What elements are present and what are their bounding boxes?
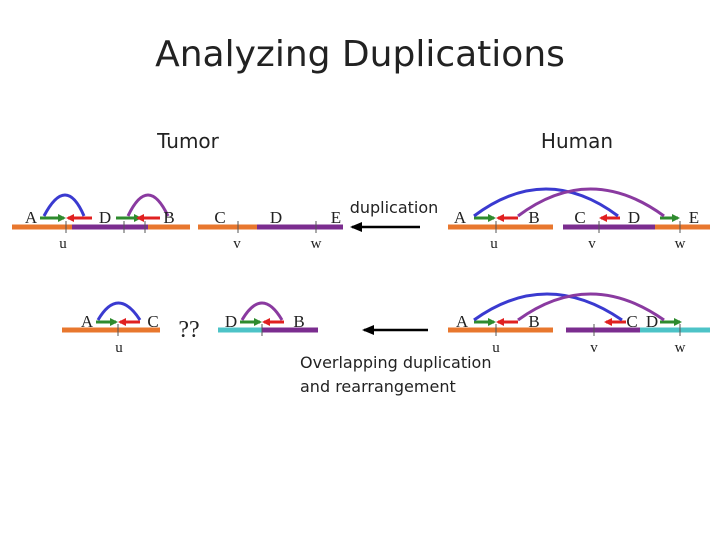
- breakpoint-label-u: u: [115, 340, 123, 356]
- segment-label-C: C: [574, 208, 585, 227]
- breakpoint-label-v: v: [233, 236, 241, 252]
- segment-label-C: C: [214, 208, 225, 227]
- human-genome-top: A B C D E u v w: [448, 187, 710, 252]
- human-genome-bottom: A B C D u v w: [448, 292, 710, 356]
- segment-label-A: A: [25, 208, 38, 227]
- tumor-header: Tumor: [156, 129, 220, 153]
- breakpoint-label-v: v: [588, 236, 596, 252]
- breakpoint-label-w: w: [675, 340, 686, 356]
- segment-label-D: D: [225, 312, 237, 331]
- tumor-genome-bottom: A C u D B: [62, 301, 318, 356]
- segment-label-D: D: [646, 312, 658, 331]
- unknown-mark: ??: [178, 317, 199, 343]
- breakpoint-label-w: w: [675, 236, 686, 252]
- segment-label-E: E: [331, 208, 341, 227]
- overlap-caption-line2: and rearrangement: [300, 377, 456, 396]
- human-header: Human: [541, 129, 613, 153]
- blue-arc: [96, 301, 142, 321]
- segment-label-A: A: [456, 312, 469, 331]
- segment-label-B: B: [528, 208, 539, 227]
- segment-label-D: D: [99, 208, 111, 227]
- segment-label-A: A: [454, 208, 467, 227]
- breakpoint-label-u: u: [492, 340, 500, 356]
- purple-arc: [126, 193, 170, 217]
- segment-label-B: B: [163, 208, 174, 227]
- segment-label-D: D: [270, 208, 282, 227]
- page-title: Analyzing Duplications: [155, 34, 565, 75]
- blue-arc: [42, 193, 86, 217]
- segment-label-D: D: [628, 208, 640, 227]
- breakpoint-label-v: v: [590, 340, 598, 356]
- purple-arc: [517, 292, 665, 322]
- breakpoint-label-w: w: [311, 236, 322, 252]
- segment-label-C: C: [626, 312, 637, 331]
- breakpoint-label-u: u: [490, 236, 498, 252]
- segment-label-C: C: [147, 312, 158, 331]
- segment-label-A: A: [81, 312, 94, 331]
- tumor-genome-top: A D B C D E u v w: [12, 193, 343, 252]
- blue-arc: [473, 187, 619, 218]
- overlap-caption-line1: Overlapping duplication: [300, 353, 491, 372]
- segment-label-B: B: [293, 312, 304, 331]
- purple-arc: [517, 187, 665, 218]
- segment-label-B: B: [528, 312, 539, 331]
- purple-arc: [240, 301, 284, 321]
- blue-arc: [473, 292, 623, 322]
- segment-label-E: E: [689, 208, 699, 227]
- breakpoint-label-u: u: [59, 236, 67, 252]
- duplication-caption: duplication: [350, 198, 439, 217]
